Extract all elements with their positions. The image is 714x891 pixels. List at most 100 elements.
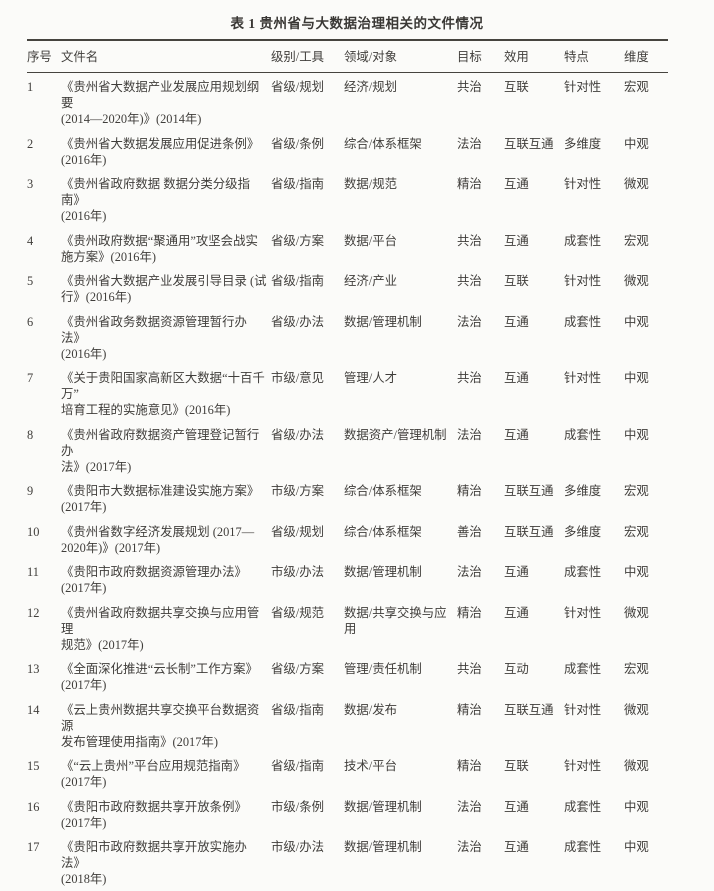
cell-goal: 善治 [457, 519, 504, 560]
cell-feature: 多维度 [564, 131, 624, 172]
cell-row-number: 13 [27, 657, 61, 698]
cell-goal: 共治 [457, 269, 504, 310]
table-row: 3《贵州省政府数据 数据分类分级指南》 (2016年)省级/指南数据/规范精治互… [27, 172, 668, 229]
cell-effect: 互动 [504, 657, 564, 698]
cell-document-name: 《贵州政府数据“聚通用”攻坚会战实 施方案》(2016年) [61, 228, 271, 269]
cell-feature: 成套性 [564, 309, 624, 366]
cell-document-name: 《贵州省政府数据 数据分类分级指南》 (2016年) [61, 172, 271, 229]
cell-feature: 成套性 [564, 835, 624, 891]
cell-level-tool: 省级/办法 [271, 309, 344, 366]
cell-row-number: 10 [27, 519, 61, 560]
cell-level-tool: 省级/指南 [271, 754, 344, 795]
cell-goal: 法治 [457, 309, 504, 366]
cell-level-tool: 市级/办法 [271, 835, 344, 891]
cell-domain-object: 综合/体系框架 [344, 479, 457, 520]
cell-dimension: 宏观 [624, 228, 668, 269]
cell-effect: 互通 [504, 794, 564, 835]
cell-goal: 法治 [457, 131, 504, 172]
cell-domain-object: 数据/发布 [344, 697, 457, 754]
cell-feature: 针对性 [564, 366, 624, 423]
cell-dimension: 中观 [624, 366, 668, 423]
cell-document-name: 《贵阳市政府数据共享开放实施办法》 (2018年) [61, 835, 271, 891]
cell-row-number: 14 [27, 697, 61, 754]
cell-row-number: 16 [27, 794, 61, 835]
cell-level-tool: 省级/规划 [271, 73, 344, 132]
cell-domain-object: 管理/人才 [344, 366, 457, 423]
cell-document-name: 《全面深化推进“云长制”工作方案》 (2017年) [61, 657, 271, 698]
cell-effect: 互联 [504, 269, 564, 310]
cell-level-tool: 市级/办法 [271, 560, 344, 601]
cell-row-number: 1 [27, 73, 61, 132]
table-header: 序号 文件名 级别/工具 领域/对象 目标 效用 特点 维度 [27, 40, 668, 73]
cell-level-tool: 省级/规范 [271, 600, 344, 657]
cell-document-name: 《“云上贵州”平台应用规范指南》 (2017年) [61, 754, 271, 795]
cell-level-tool: 省级/办法 [271, 422, 344, 479]
cell-goal: 精治 [457, 697, 504, 754]
cell-dimension: 微观 [624, 600, 668, 657]
cell-domain-object: 技术/平台 [344, 754, 457, 795]
table-row: 11《贵阳市政府数据资源管理办法》 (2017年)市级/办法数据/管理机制法治互… [27, 560, 668, 601]
table-row: 2《贵州省大数据发展应用促进条例》 (2016年)省级/条例综合/体系框架法治互… [27, 131, 668, 172]
cell-dimension: 中观 [624, 835, 668, 891]
cell-effect: 互通 [504, 366, 564, 423]
cell-dimension: 宏观 [624, 73, 668, 132]
cell-level-tool: 省级/规划 [271, 519, 344, 560]
cell-goal: 精治 [457, 754, 504, 795]
cell-goal: 精治 [457, 479, 504, 520]
cell-document-name: 《贵州省大数据发展应用促进条例》 (2016年) [61, 131, 271, 172]
cell-row-number: 9 [27, 479, 61, 520]
table-row: 7《关于贵阳国家高新区大数据“十百千 万” 培育工程的实施意见》(2016年)市… [27, 366, 668, 423]
cell-row-number: 5 [27, 269, 61, 310]
cell-level-tool: 市级/方案 [271, 479, 344, 520]
cell-feature: 成套性 [564, 560, 624, 601]
cell-level-tool: 省级/指南 [271, 269, 344, 310]
cell-goal: 共治 [457, 657, 504, 698]
cell-domain-object: 数据/管理机制 [344, 794, 457, 835]
header-cell-level: 级别/工具 [271, 40, 344, 73]
cell-effect: 互通 [504, 228, 564, 269]
cell-goal: 精治 [457, 172, 504, 229]
table-row: 5《贵州省大数据产业发展引导目录 (试 行》(2016年)省级/指南经济/产业共… [27, 269, 668, 310]
cell-goal: 法治 [457, 835, 504, 891]
cell-row-number: 15 [27, 754, 61, 795]
cell-document-name: 《贵州省政府数据资产管理登记暂行办 法》(2017年) [61, 422, 271, 479]
cell-effect: 互通 [504, 560, 564, 601]
cell-document-name: 《关于贵阳国家高新区大数据“十百千 万” 培育工程的实施意见》(2016年) [61, 366, 271, 423]
table-title: 表 1 贵州省与大数据治理相关的文件情况 [0, 0, 714, 32]
header-cell-dimension: 维度 [624, 40, 668, 73]
table-row: 13《全面深化推进“云长制”工作方案》 (2017年)省级/方案管理/责任机制共… [27, 657, 668, 698]
cell-effect: 互联 [504, 754, 564, 795]
cell-feature: 针对性 [564, 754, 624, 795]
cell-domain-object: 经济/产业 [344, 269, 457, 310]
header-cell-feature: 特点 [564, 40, 624, 73]
cell-domain-object: 管理/责任机制 [344, 657, 457, 698]
cell-feature: 成套性 [564, 794, 624, 835]
cell-document-name: 《贵州省大数据产业发展应用规划纲要 (2014—2020年)》(2014年) [61, 73, 271, 132]
table-row: 8《贵州省政府数据资产管理登记暂行办 法》(2017年)省级/办法数据资产/管理… [27, 422, 668, 479]
cell-document-name: 《云上贵州数据共享交换平台数据资源 发布管理使用指南》(2017年) [61, 697, 271, 754]
cell-domain-object: 数据/管理机制 [344, 835, 457, 891]
cell-dimension: 微观 [624, 697, 668, 754]
header-cell-no: 序号 [27, 40, 61, 73]
cell-effect: 互联互通 [504, 519, 564, 560]
cell-goal: 共治 [457, 228, 504, 269]
cell-effect: 互通 [504, 309, 564, 366]
cell-document-name: 《贵阳市政府数据资源管理办法》 (2017年) [61, 560, 271, 601]
cell-goal: 精治 [457, 600, 504, 657]
cell-effect: 互联互通 [504, 697, 564, 754]
cell-dimension: 中观 [624, 794, 668, 835]
cell-feature: 针对性 [564, 697, 624, 754]
cell-domain-object: 数据/管理机制 [344, 309, 457, 366]
cell-feature: 多维度 [564, 519, 624, 560]
cell-goal: 共治 [457, 366, 504, 423]
cell-level-tool: 省级/方案 [271, 657, 344, 698]
cell-dimension: 微观 [624, 269, 668, 310]
cell-level-tool: 省级/方案 [271, 228, 344, 269]
cell-dimension: 宏观 [624, 479, 668, 520]
cell-level-tool: 省级/条例 [271, 131, 344, 172]
cell-feature: 针对性 [564, 172, 624, 229]
paper-page: 表 1 贵州省与大数据治理相关的文件情况 序号 文件名 级别/工具 领域/对象 … [0, 0, 714, 753]
cell-dimension: 中观 [624, 560, 668, 601]
cell-goal: 法治 [457, 422, 504, 479]
table-row: 4《贵州政府数据“聚通用”攻坚会战实 施方案》(2016年)省级/方案数据/平台… [27, 228, 668, 269]
